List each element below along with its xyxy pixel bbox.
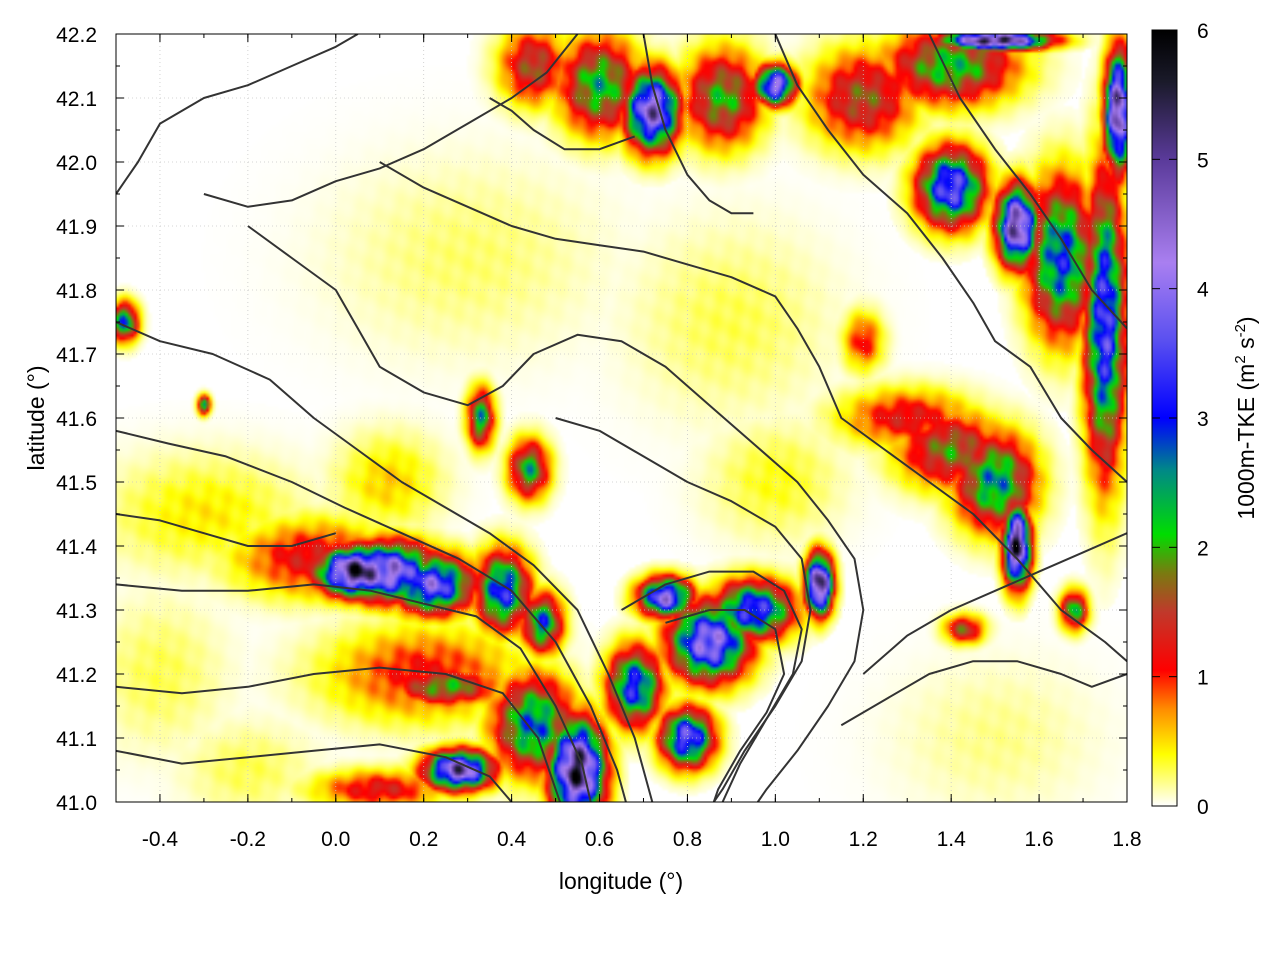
contour-line [116,321,654,802]
contour-line [379,161,1127,662]
colorbar-tick-label: 0 [1197,796,1209,819]
y-tick-label: 41.4 [56,536,97,559]
x-tick-label: 1.4 [937,828,967,851]
contour-line [642,34,754,215]
y-tick-label: 41.7 [56,344,97,367]
x-tick-label: 1.8 [1112,828,1141,851]
y-tick-label: 41.0 [56,792,97,815]
contour-line [620,570,803,802]
contour-line [774,34,1127,483]
y-tick-label: 41.6 [56,408,97,431]
heatmap-field [116,34,1127,802]
x-tick-label: 1.6 [1024,828,1053,851]
contour-line [555,417,812,802]
contour-line [116,583,592,802]
y-tick-label: 42.1 [56,88,97,111]
plot-area: -0.4 -0.2 0.0 0.2 0.4 0.6 0.8 1.0 1.2 1.4 1.6 1.8 4… [56,24,1141,851]
colorbar-tick-label: 2 [1197,537,1209,560]
x-tick-label: 0.6 [585,828,614,851]
y-axis-label: latitude (°) [23,365,49,470]
contour-line [116,513,337,547]
x-axis-ticks: -0.4 -0.2 0.0 0.2 0.4 0.6 0.8 1.0 1.2 1.4 1.6 1.8 [115,34,1142,851]
colorbar-tick-label: 1 [1197,667,1209,690]
colorbar: 0 1 2 3 4 5 6 1000m-TKE (m2 s-2) [1151,20,1259,819]
colorbar-tick-label: 5 [1197,149,1209,172]
x-tick-label: 0.8 [673,828,702,851]
x-tick-label: 0.0 [321,828,350,851]
contour-line [116,34,359,195]
y-tick-label: 41.8 [56,280,97,303]
y-tick-label: 41.1 [56,728,97,751]
y-tick-label: 42.0 [56,152,97,175]
y-tick-label: 41.5 [56,472,97,495]
colorbar-ticks: 0 1 2 3 4 5 6 [1152,20,1209,819]
contour-line [203,34,579,208]
x-tick-label: -0.4 [142,828,179,851]
x-tick-label: 1.0 [761,828,790,851]
x-tick-label: 1.2 [849,828,878,851]
colorbar-tick-label: 6 [1197,20,1209,43]
contour-line [840,660,1127,727]
y-tick-label: 41.2 [56,664,97,687]
x-tick-label: -0.2 [230,828,266,851]
contour-lines [116,34,1127,802]
contour-line [862,532,1127,675]
colorbar-label: 1000m-TKE (m2 s-2) [1232,316,1259,519]
colorbar-tick-label: 4 [1197,279,1209,302]
contour-line [116,429,627,802]
contour-line [665,609,786,802]
x-tick-label: 0.4 [497,828,527,851]
colorbar-tick-label: 3 [1197,408,1209,431]
contour-line [116,666,561,802]
contour-line [247,225,865,802]
contour-line [489,97,636,151]
contour-line [928,34,1127,330]
contour-line [116,743,513,802]
x-axis-label: longitude (°) [559,868,683,894]
x-tick-label: 0.2 [409,828,438,851]
y-axis-ticks: 41.0 41.1 41.2 41.3 41.4 41.5 41.6 41.7 41.8 41.9… [56,24,1127,815]
y-tick-label: 42.2 [56,24,97,47]
y-tick-label: 41.3 [56,600,97,623]
y-tick-label: 41.9 [56,216,97,239]
grid-lines [116,34,1127,802]
